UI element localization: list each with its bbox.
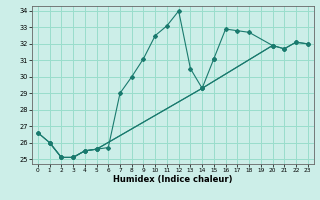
X-axis label: Humidex (Indice chaleur): Humidex (Indice chaleur) (113, 175, 233, 184)
